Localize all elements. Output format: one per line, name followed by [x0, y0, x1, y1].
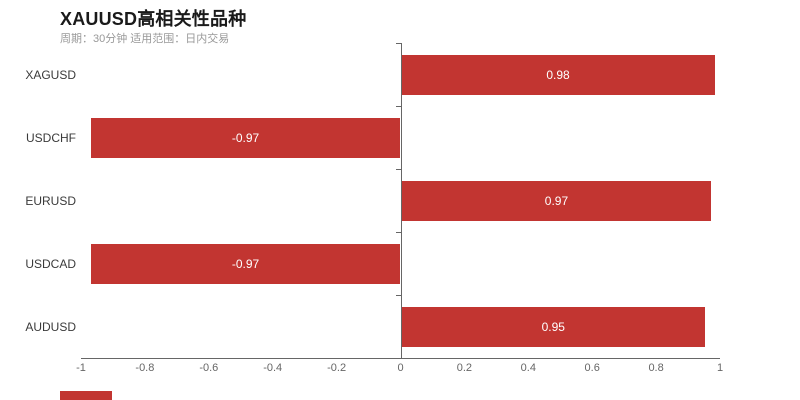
category-axis-tick [395, 358, 401, 359]
x-tick-label: 0 [397, 362, 404, 374]
x-tick-label: 0.6 [584, 362, 600, 374]
chart-subtitle: 周期：30分钟 适用范围：日内交易 [60, 33, 230, 45]
bar-usdchf: -0.97 [90, 117, 401, 158]
category-label-usdchf: USDCHF [26, 130, 76, 145]
x-axis-line [81, 358, 720, 359]
category-label-audusd: AUDUSD [25, 319, 76, 334]
category-axis-tick [395, 43, 401, 44]
category-label-usdcad: USDCAD [25, 256, 76, 271]
chart-title: XAUUSD高相关性品种 [60, 9, 247, 29]
x-tick-label: -1 [76, 362, 86, 374]
x-tick-label: -0.6 [199, 362, 219, 374]
bar-value-label: 0.98 [546, 67, 570, 82]
category-label-xagusd: XAGUSD [25, 67, 76, 82]
bar-value-label: 0.95 [541, 319, 565, 334]
x-tick-label: 1 [716, 362, 724, 374]
bar-audusd: 0.95 [401, 306, 706, 347]
bar-eurusd: 0.97 [401, 180, 712, 221]
category-axis-tick [395, 295, 401, 296]
bar-value-label: -0.97 [231, 256, 260, 271]
bar-xagusd: 0.98 [401, 54, 715, 95]
bar-usdcad: -0.97 [90, 243, 401, 284]
x-tick-label: -0.2 [327, 362, 347, 374]
zero-axis-line [400, 43, 402, 358]
x-tick-label: 0.2 [456, 362, 473, 374]
bar-value-label: 0.97 [544, 193, 569, 208]
x-tick-label: -0.8 [135, 362, 155, 374]
category-axis-tick [395, 232, 401, 233]
x-tick-label: 0.4 [520, 362, 536, 374]
x-tick-label: -0.4 [263, 362, 283, 374]
category-label-eurusd: EURUSD [25, 193, 76, 208]
x-tick-label: 0.8 [648, 362, 664, 374]
category-axis-tick [395, 106, 401, 107]
category-axis-tick [395, 169, 401, 170]
bar-value-label: -0.97 [231, 130, 260, 145]
brand-mark [60, 391, 112, 400]
